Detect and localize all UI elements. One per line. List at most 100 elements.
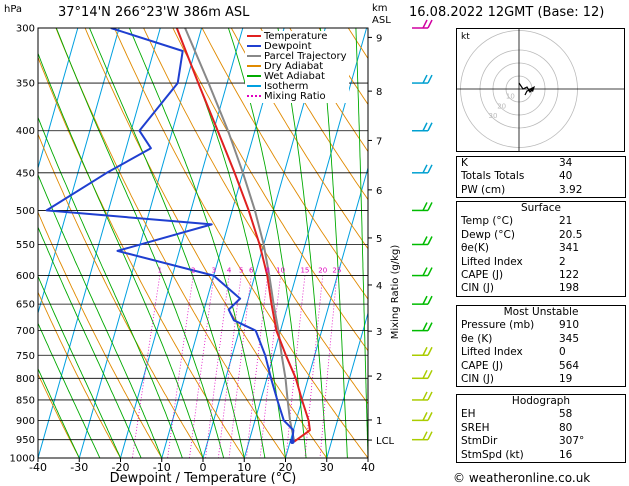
wind-barb-feather	[422, 346, 428, 356]
hodograph-trace	[518, 82, 534, 96]
wind-barb-feather	[422, 322, 428, 331]
x-axis-label: Dewpoint / Temperature (°C)	[110, 471, 297, 486]
isotherm-line	[38, 28, 120, 315]
x-tick-label: 10	[237, 461, 251, 474]
hodograph-index-label: EH	[461, 408, 476, 421]
legend-item: Wet Adiabat	[247, 72, 347, 82]
km-label: km	[372, 3, 388, 14]
surface-value: 20.5	[559, 228, 583, 241]
hodograph-ring-label: 10	[506, 93, 515, 101]
pressure-tick-label: 950	[16, 435, 35, 446]
pressure-tick-label: 700	[16, 326, 35, 337]
hpa-label: hPa	[4, 4, 23, 15]
surface-row: θe(K) 341	[457, 242, 625, 255]
pressure-tick-label: 800	[16, 374, 35, 385]
hodograph-kt-label: kt	[461, 32, 470, 42]
most-unstable-row: CAPE (J) 564	[457, 360, 625, 373]
datetime-title: 16.08.2022 12GMT (Base: 12)	[409, 5, 605, 20]
dry-adiabat-line	[38, 372, 80, 458]
temperature-line	[175, 28, 311, 443]
wind-barb-feather	[427, 202, 433, 211]
surface-label: CIN (J)	[461, 282, 494, 295]
indices-box: K 34 Totals Totals 40 PW (cm) 3.92	[456, 156, 626, 199]
hodograph-title: Hodograph	[511, 395, 571, 407]
most-unstable-value: 0	[559, 346, 566, 359]
index-row: PW (cm) 3.92	[457, 184, 625, 197]
surface-label: Lifted Index	[461, 255, 523, 268]
pressure-tick-label: 650	[16, 300, 35, 311]
hodograph-index-row: SREH 80	[457, 422, 625, 435]
mixing-ratio-label: 10	[276, 267, 285, 275]
km-tick-label: 2	[376, 372, 382, 383]
wet-adiabat-line	[355, 28, 368, 458]
isotherm-line	[285, 166, 368, 458]
mixing-ratio-label: 5	[239, 267, 243, 275]
x-tick-label: 0	[200, 461, 207, 474]
wind-barb-feather	[427, 431, 433, 441]
mixing-ratio-line	[218, 275, 242, 458]
x-tick-label: 30	[320, 461, 334, 474]
wind-barb-feather	[427, 122, 433, 132]
location-title: 37°14'N 266°23'W 386m ASL	[58, 5, 250, 20]
surface-row: Lifted Index 2	[457, 256, 625, 269]
profile-lines	[45, 28, 311, 445]
index-label: PW (cm)	[461, 183, 506, 196]
pressure-tick-label: 850	[16, 395, 35, 406]
index-label: Totals Totals	[461, 170, 525, 183]
hodograph-index-value: 16	[559, 448, 573, 461]
wind-barb-feather	[427, 369, 433, 379]
wind-barb-feather	[422, 74, 428, 84]
km-tick-label: 6	[376, 186, 382, 197]
height-axis: 9 8 7 6 5 4 3 2 1 LCL	[368, 33, 395, 447]
pressure-tick-label: 450	[16, 168, 35, 179]
asl-label: ASL	[372, 15, 391, 26]
wind-barb-feather	[422, 164, 428, 174]
legend-label: Temperature	[264, 31, 328, 42]
legend-label: Mixing Ratio	[264, 91, 326, 102]
isotherm-line	[78, 28, 203, 458]
km-tick-label: 1	[376, 416, 382, 427]
legend-swatch	[247, 65, 261, 67]
pressure-tick-label: 900	[16, 416, 35, 427]
surface-value: 21	[559, 215, 573, 228]
surface-label: θe(K)	[461, 242, 489, 255]
index-value: 34	[559, 157, 573, 169]
km-tick-label: 5	[376, 234, 382, 245]
wind-barb-feather	[427, 346, 433, 356]
legend-label: Dewpoint	[264, 41, 312, 52]
surface-label: CAPE (J)	[461, 269, 504, 282]
mixing-ratio-label: 15	[300, 267, 309, 275]
x-tick-label: -10	[153, 461, 171, 474]
legend-swatch	[247, 95, 261, 97]
most-unstable-label: Lifted Index	[461, 346, 523, 359]
wind-barb-feather	[422, 391, 428, 401]
hodograph-panel: kt 10 20 30	[456, 28, 625, 152]
most-unstable-value: 910	[559, 319, 580, 332]
hodograph-storm-motion	[529, 86, 535, 92]
most-unstable-label: θe (K)	[461, 332, 493, 345]
most-unstable-row: CIN (J) 19	[457, 373, 625, 386]
hodograph-index-label: StmDir	[461, 435, 498, 448]
mixing-ratio-labels: 1 2 3 4 5 6 8 10 15 20 25	[158, 267, 342, 275]
hodograph-index-row: StmDir 307°	[457, 435, 625, 448]
legend-item: Parcel Trajectory	[247, 52, 347, 62]
wind-barb-feather	[422, 295, 428, 305]
hodograph-indices-box: Hodograph EH 58 SREH 80 StmDir 307° StmSpd (kt…	[456, 394, 626, 464]
pressure-tick-label: 750	[16, 351, 35, 362]
x-tick-label: 40	[361, 461, 375, 474]
mixing-ratio-label: 8	[265, 267, 269, 275]
surface-row: Dewp (°C) 20.5	[457, 229, 625, 242]
wind-barb-feather	[422, 431, 428, 441]
isotherm-line	[38, 28, 161, 458]
legend-item: Mixing Ratio	[247, 92, 347, 102]
mixing-ratio-label: 1	[158, 267, 162, 275]
mixing-ratio-line	[131, 275, 161, 458]
hodograph-index-value: 307°	[559, 435, 585, 448]
hodograph-index-row: StmSpd (kt) 16	[457, 449, 625, 462]
km-tick-label: 3	[376, 327, 382, 338]
pressure-tick-label: 300	[16, 24, 35, 35]
most-unstable-box: Most Unstable Pressure (mb) 910 θe (K) 345 L…	[456, 305, 626, 388]
mixing-ratio-label: 2	[191, 267, 195, 275]
mixing-ratio-line	[189, 275, 215, 458]
